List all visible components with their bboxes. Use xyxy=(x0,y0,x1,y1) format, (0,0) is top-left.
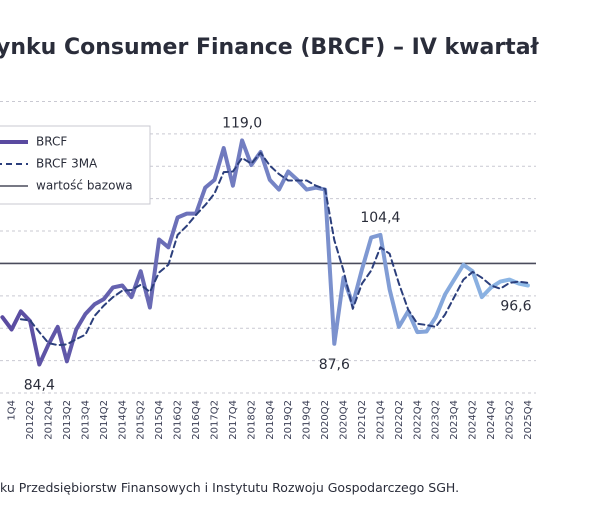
source-note: ku Przedsiębiorstw Finansowych i Instytu… xyxy=(0,480,459,495)
x-tick-label: 2012Q2 xyxy=(25,400,36,440)
x-tick-label: 2016Q4 xyxy=(191,400,202,440)
x-tick-label: 2021Q4 xyxy=(375,400,386,440)
data-label: 119,0 xyxy=(222,115,262,131)
x-tick-label: 2019Q2 xyxy=(283,400,294,440)
x-tick-label: 2022Q2 xyxy=(394,400,405,440)
x-tick-label: 2024Q2 xyxy=(468,400,479,440)
x-tick-label: 2023Q4 xyxy=(449,400,460,440)
data-label: 84,4 xyxy=(24,377,55,393)
series-line xyxy=(19,151,529,347)
x-tick-label: 2013Q4 xyxy=(80,400,91,440)
x-tick-label: 2017Q4 xyxy=(228,400,239,440)
x-tick-label: 2018Q2 xyxy=(246,400,257,440)
x-tick-label: 2014Q2 xyxy=(99,400,110,440)
data-label: 96,6 xyxy=(500,298,531,314)
x-tick-label: 2020Q2 xyxy=(320,400,331,440)
x-tick-label: 2025Q4 xyxy=(523,400,534,440)
x-tick-label: 2024Q4 xyxy=(486,400,497,440)
x-tick-label: 2025Q2 xyxy=(505,400,516,440)
x-tick-label: 2015Q4 xyxy=(154,400,165,440)
grid xyxy=(0,101,536,394)
x-tick-label: 2020Q4 xyxy=(339,400,350,440)
x-tick-label: 2017Q2 xyxy=(209,400,220,440)
legend-label: BRCF 3MA xyxy=(36,157,98,171)
data-label: 104,4 xyxy=(360,210,400,226)
x-tick-label: 2019Q4 xyxy=(302,400,313,440)
plot: 1Q4 2012Q2 2012Q4 2013Q2 2013Q4 2014Q2 2014Q4 2… xyxy=(0,115,534,440)
chart-title: ynku Consumer Finance (BRCF) – IV kwarta… xyxy=(0,35,540,60)
data-label: 87,6 xyxy=(319,357,350,373)
x-tick-label: 2015Q2 xyxy=(136,400,147,440)
x-tick-label: 2023Q2 xyxy=(431,400,442,440)
x-tick-label: 2013Q2 xyxy=(62,400,73,440)
x-tick-label: 1Q4 xyxy=(7,400,18,421)
legend-box xyxy=(0,125,151,205)
x-tick-label: 2012Q4 xyxy=(44,400,55,440)
x-tick-label: 2014Q4 xyxy=(117,400,128,440)
x-tick-label: 2018Q4 xyxy=(265,400,276,440)
legend: BRCF BRCF 3MA wartość bazowa xyxy=(0,125,151,205)
x-tick-label: 2022Q4 xyxy=(412,400,423,440)
series-line xyxy=(0,138,530,367)
x-tick-label: 2016Q2 xyxy=(173,400,184,440)
x-tick-label: 2021Q2 xyxy=(357,400,368,440)
legend-label: BRCF xyxy=(36,135,67,149)
legend-label: wartość bazowa xyxy=(36,179,133,193)
